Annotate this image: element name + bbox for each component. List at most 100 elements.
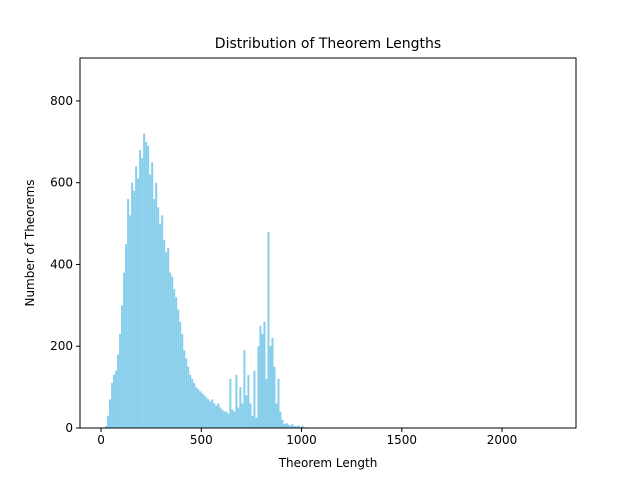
x-tick-label: 2000 [487,433,518,447]
bar [207,399,210,428]
y-tick-label: 400 [50,257,73,271]
bar [123,272,126,428]
bar [269,346,272,428]
bar [125,244,128,428]
bar [203,395,206,428]
bar [257,346,260,428]
bar [235,374,238,428]
bar [283,423,286,428]
bar [127,199,130,428]
bar [255,417,258,428]
bar [141,158,144,428]
bar [297,425,300,428]
y-tick-label: 0 [65,421,73,435]
axes-frame [79,57,577,429]
bar [193,383,196,428]
bar [113,374,116,428]
bar [291,423,294,428]
bar [287,424,290,428]
bar [115,370,118,428]
bar [163,239,166,428]
bar [227,413,230,428]
bar [211,399,214,428]
bar [251,415,254,428]
bar [137,178,140,428]
bar [293,425,296,428]
bar [295,426,298,428]
bar [233,411,236,428]
x-axis-label: Theorem Length [278,456,378,470]
bar [185,358,188,428]
bar [261,333,264,428]
chart-title: Distribution of Theorem Lengths [215,36,441,52]
bar [145,141,148,429]
bar [135,166,138,429]
bar [285,423,288,428]
bar [265,378,268,428]
bar [107,415,110,428]
bar [199,391,202,428]
bar [183,350,186,428]
bar [155,182,158,428]
bar [143,133,146,428]
bar [213,403,216,428]
bar [133,190,136,428]
bar [241,403,244,428]
bar [187,366,190,428]
bar [131,182,134,428]
x-tick-label: 500 [190,433,213,447]
bar [109,399,112,428]
bar [263,321,266,428]
x-tick-label: 1500 [387,433,418,447]
x-tick-label: 1000 [286,433,317,447]
y-tick-label: 200 [50,339,73,353]
bar [243,350,246,428]
bar [175,297,178,428]
bar [217,403,220,428]
bar [197,389,200,428]
bar [121,305,124,428]
bar [181,333,184,428]
bar [239,387,242,428]
bar [253,370,256,428]
bar [229,378,232,428]
bar [301,425,304,428]
bar [119,333,122,428]
bar [273,366,276,428]
y-axis-label: Number of Theorems [23,179,37,306]
bar [237,407,240,428]
bar [271,338,274,428]
bar [117,354,120,428]
bar [161,215,164,428]
bar [147,145,150,428]
bar [177,309,180,428]
bar [277,378,280,428]
y-tick-label: 800 [50,94,73,108]
bar [159,223,162,428]
bar [275,403,278,428]
bar [153,199,156,428]
bar [225,411,228,428]
bar [279,411,282,428]
plot-area [105,133,553,429]
bar [151,162,154,428]
bar [267,231,270,428]
bar [247,374,250,428]
bar [139,149,142,428]
bar [289,425,292,428]
bar [189,374,192,428]
bar [223,411,226,428]
bar [215,405,218,428]
bar [165,252,168,428]
bar [209,401,212,428]
x-tick-label: 0 [97,433,105,447]
bar [191,378,194,428]
bar [195,387,198,428]
bar [157,207,160,428]
bar [169,272,172,428]
bar [105,425,108,428]
bar [249,403,252,428]
bar [221,409,224,428]
bar [245,395,248,428]
